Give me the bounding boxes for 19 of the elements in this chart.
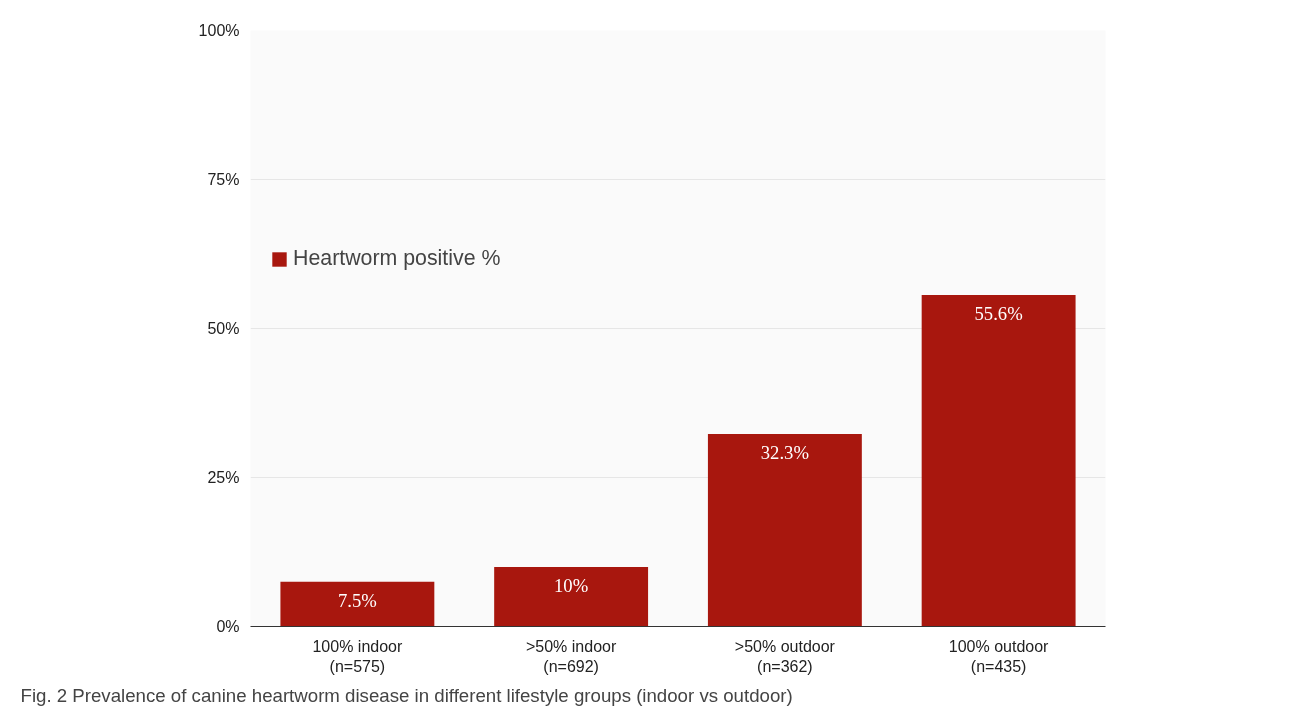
data-label: 10% — [554, 574, 589, 596]
bar — [707, 433, 862, 627]
legend-label: Heartworm positive % — [293, 246, 501, 271]
bar — [921, 295, 1076, 627]
bar — [494, 566, 649, 627]
bar — [280, 581, 435, 627]
y-tick-label: 100% — [198, 22, 240, 39]
x-tick-label: >50% outdoor (n=362) — [734, 637, 836, 675]
y-tick-label: 50% — [207, 320, 240, 337]
caption: Fig. 2 Prevalence of canine heartworm disease in different lifestyle groups (indoor vs outdoor) — [20, 684, 793, 706]
y-tick-label: 75% — [207, 171, 240, 188]
data-label: 7.5% — [337, 589, 377, 611]
x-tick-label: 100% indoor (n=575) — [312, 637, 403, 675]
data-label: 55.6% — [974, 303, 1023, 325]
y-tick-label: 0% — [216, 618, 240, 635]
y-tick-label: 25% — [207, 469, 240, 486]
x-tick-label: >50% indoor (n=692) — [525, 637, 617, 675]
data-label: 32.3% — [760, 441, 809, 463]
x-tick-label: 100% outdoor (n=435) — [948, 637, 1050, 675]
